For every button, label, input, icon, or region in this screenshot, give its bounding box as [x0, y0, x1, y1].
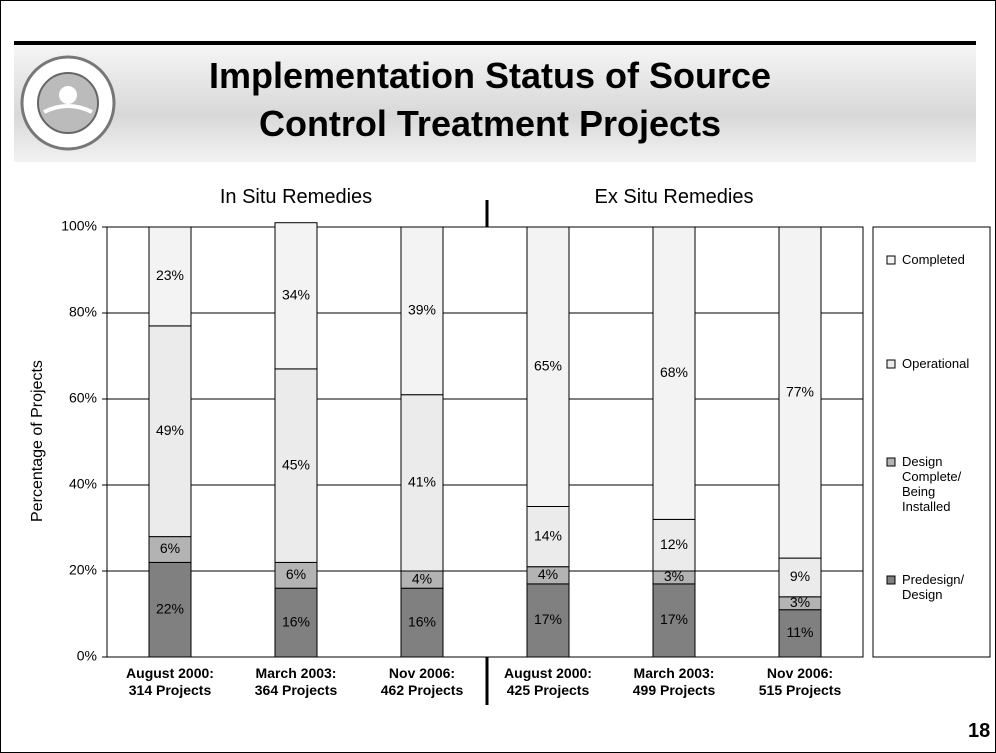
bar-segment [148, 536, 192, 563]
group-label: Ex Situ Remedies [594, 186, 754, 208]
slide-title: Implementation Status of Source Control … [208, 55, 772, 144]
legend-label: Design Complete/ Being Installed [902, 454, 962, 514]
bar-segment [652, 518, 696, 572]
bar-segment [778, 557, 822, 598]
bar-segment [400, 394, 444, 572]
bar-segment [652, 226, 696, 520]
data-label: 3% [790, 594, 810, 610]
x-tick-label: March 2003: 499 Projects [632, 665, 716, 698]
bar-segment [274, 587, 318, 658]
data-label: 16% [408, 613, 436, 629]
bar-segment [652, 583, 696, 658]
y-tick-label: 40% [69, 476, 97, 492]
data-label: 45% [282, 456, 310, 472]
data-label: 77% [786, 383, 814, 399]
header-band [14, 44, 976, 162]
legend-box [872, 226, 991, 658]
legend-label: Operational [902, 356, 970, 371]
data-label: 39% [408, 302, 436, 318]
y-tick-label: 20% [69, 562, 97, 578]
data-label: 49% [156, 422, 184, 438]
bar-segment [778, 609, 822, 658]
bar-segment [526, 506, 570, 568]
data-label: 22% [156, 600, 184, 616]
bar-segment [778, 226, 822, 559]
group-label: In Situ Remedies [219, 186, 373, 208]
bar-segment [148, 325, 192, 538]
x-tick-label: August 2000: 314 Projects [126, 665, 214, 698]
data-label: 23% [156, 267, 184, 283]
y-tick-label: 80% [69, 304, 97, 320]
data-label: 14% [534, 527, 562, 543]
data-label: 11% [787, 624, 814, 640]
data-label: 16% [282, 613, 310, 629]
legend-swatch [886, 457, 896, 467]
legend-swatch [886, 359, 896, 369]
y-tick-label: 100% [61, 218, 97, 234]
data-label: 9% [790, 568, 810, 584]
data-label: 6% [160, 540, 180, 556]
x-tick-label: Nov 2006: 462 Projects [380, 665, 464, 698]
data-label: 41% [408, 474, 436, 490]
x-tick-label: Nov 2006: 515 Projects [758, 665, 842, 698]
bar-segment [148, 561, 192, 658]
data-label: 6% [286, 566, 306, 582]
logo [20, 55, 116, 151]
data-label: 4% [412, 570, 432, 586]
data-label: 4% [538, 566, 558, 582]
y-tick-label: 60% [69, 390, 97, 406]
bar-segment [400, 587, 444, 658]
data-label: 12% [660, 536, 688, 552]
y-axis-label: Percentage of Projects [29, 360, 46, 522]
x-tick-label: March 2003: 364 Projects [254, 665, 338, 698]
data-label: 17% [660, 611, 688, 627]
legend-label: Completed [902, 252, 965, 267]
x-tick-label: August 2000: 425 Projects [504, 665, 592, 698]
bar-segment [274, 222, 318, 370]
data-label: 17% [534, 611, 562, 627]
page-number: 18 [968, 720, 991, 742]
bar-segment [526, 226, 570, 507]
bar-segment [400, 226, 444, 396]
legend-swatch [886, 255, 896, 265]
y-tick-label: 0% [77, 648, 97, 664]
legend-label: Predesign/ Design [902, 572, 965, 602]
plot-area [106, 226, 864, 658]
data-label: 3% [664, 568, 684, 584]
data-label: 68% [660, 364, 688, 380]
data-label: 34% [282, 287, 310, 303]
bar-segment [526, 583, 570, 658]
legend-swatch [886, 575, 896, 585]
bar-segment [148, 226, 192, 327]
bar-segment [274, 368, 318, 563]
bar-segment [274, 561, 318, 589]
data-label: 65% [534, 357, 562, 373]
